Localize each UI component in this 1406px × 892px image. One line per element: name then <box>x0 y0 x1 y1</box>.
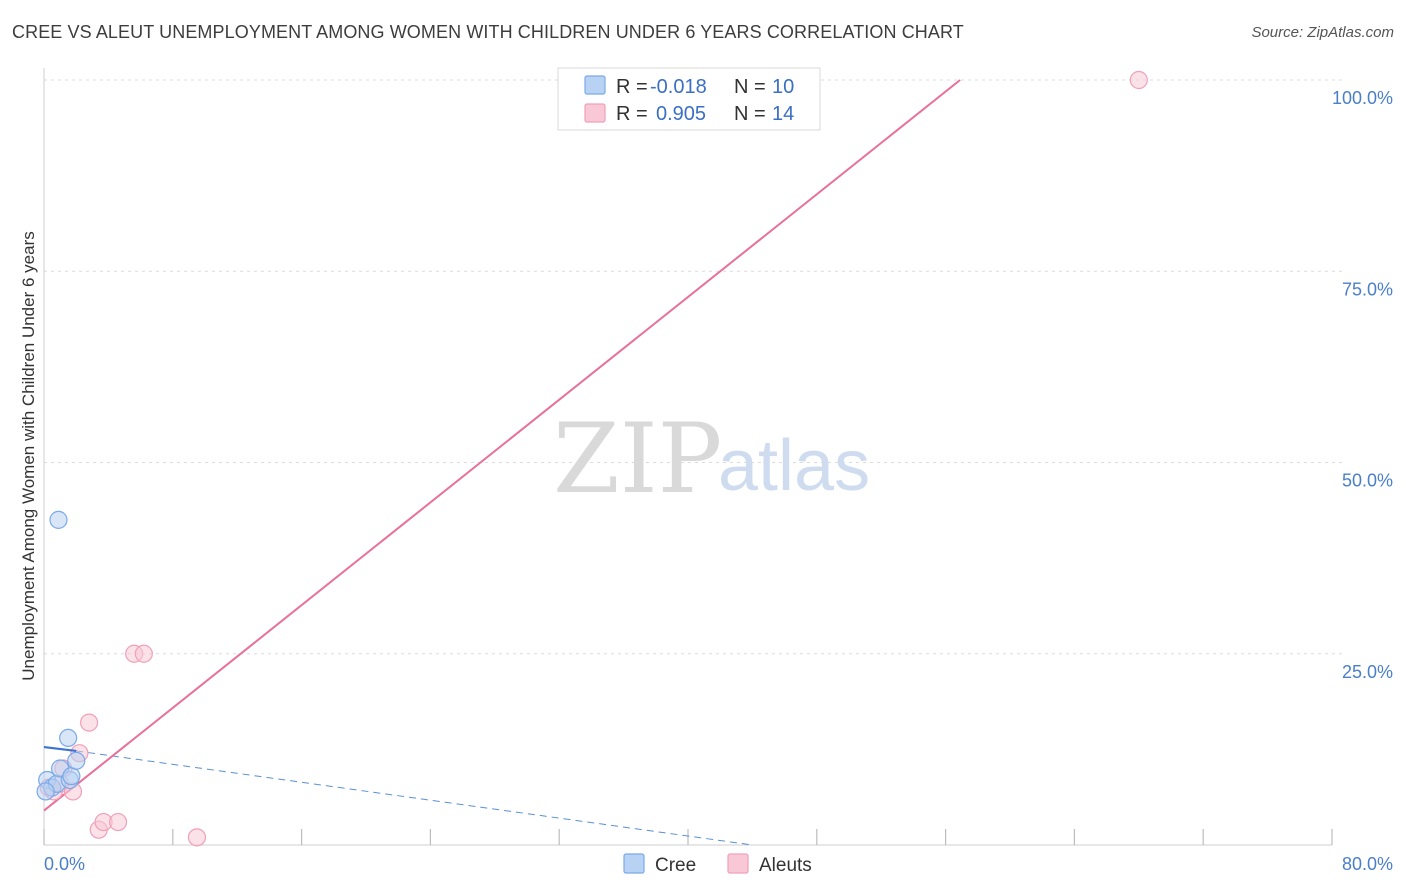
trend-layer <box>43 79 961 846</box>
aleuts-n-value: 14 <box>772 103 794 125</box>
aleuts-trend-line <box>43 79 961 812</box>
cree-n-value: 10 <box>772 76 794 98</box>
x-tick-label: 80.0% <box>1342 854 1393 874</box>
stats-legend: R = -0.018 N = 10 R = 0.905 N = 14 <box>557 67 821 131</box>
tick-label-layer: 25.0% 50.0% 75.0% 100.0% 0.0% 80.0% <box>44 88 1393 874</box>
legend-aleuts-label: Aleuts <box>759 855 812 876</box>
cree-r-label: R = <box>616 76 648 98</box>
y-tick-label: 50.0% <box>1342 471 1393 491</box>
aleuts-point <box>187 828 207 847</box>
x-tick-label: 0.0% <box>44 854 85 874</box>
cree-point <box>62 767 81 786</box>
aleuts-r-value: 0.905 <box>656 103 706 125</box>
watermark-zip: ZIP <box>553 403 722 515</box>
cree-trend-line-dashed <box>76 750 753 846</box>
y-tick-label: 25.0% <box>1342 662 1393 682</box>
watermark: ZIP atlas <box>553 403 870 515</box>
aleuts-point <box>108 812 128 832</box>
aleuts-n-label: N = <box>734 103 766 125</box>
watermark-atlas: atlas <box>718 426 870 506</box>
cree-trend-line <box>43 745 77 752</box>
cree-point <box>49 510 68 529</box>
cree-point <box>67 751 86 770</box>
cree-swatch <box>584 75 606 95</box>
aleuts-point <box>79 713 99 732</box>
legend-aleuts-swatch <box>727 853 749 874</box>
y-tick-label: 75.0% <box>1342 279 1393 299</box>
source-label: Source: ZipAtlas.com <box>1251 24 1394 41</box>
legend-cree-swatch <box>623 853 645 874</box>
cree-n-label: N = <box>734 76 766 98</box>
grid-layer <box>44 79 1342 655</box>
series-legend: Cree Aleuts <box>623 853 812 876</box>
aleuts-r-label: R = <box>616 103 648 125</box>
y-tick-label: 100.0% <box>1332 88 1393 108</box>
y-axis-label: Unemployment Among Women with Children U… <box>19 231 38 680</box>
aleuts-point <box>134 644 153 663</box>
point-layer <box>36 70 1148 847</box>
chart-title: CREE VS ALEUT UNEMPLOYMENT AMONG WOMEN W… <box>12 22 964 42</box>
cree-point <box>36 782 55 801</box>
aleuts-swatch <box>584 103 606 123</box>
axis-layer <box>43 68 1333 846</box>
aleuts-point <box>1129 70 1148 90</box>
cree-point <box>59 728 78 748</box>
legend-cree-label: Cree <box>655 855 696 876</box>
cree-r-value: -0.018 <box>650 76 707 98</box>
